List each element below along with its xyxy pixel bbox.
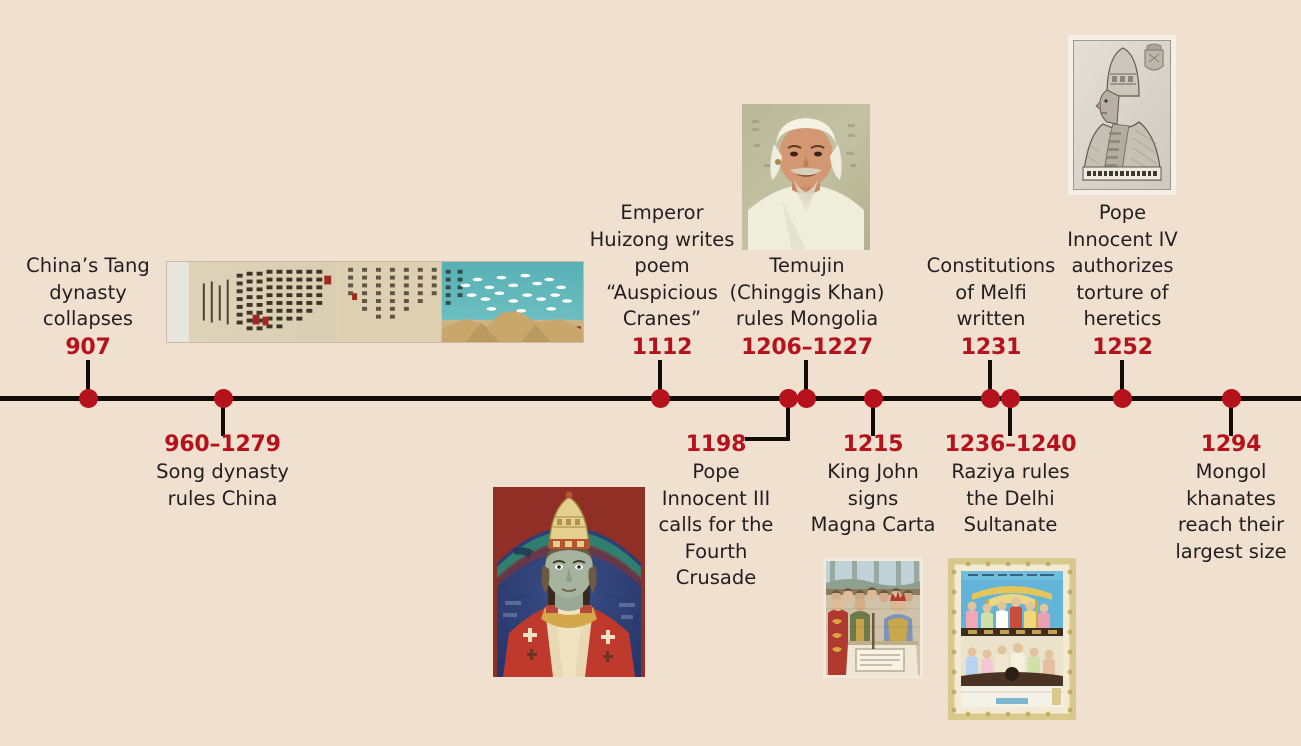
- event-description-1231: Constitutions of Melfi written: [926, 254, 1056, 330]
- event-label-1231: Constitutions of Melfi written 1231: [918, 253, 1064, 361]
- event-description-907: China’s Tang dynasty collapses: [26, 254, 150, 330]
- event-year-1198: 1198: [685, 432, 747, 457]
- event-year-907: 907: [65, 334, 111, 360]
- event-year-1252: 1252: [1092, 334, 1153, 360]
- tick-1112: [658, 360, 662, 400]
- event-description-1206-1227: Temujin (Chinggis Khan) rules Mongolia: [729, 254, 885, 330]
- tick-1252: [1120, 360, 1124, 400]
- marker-960-1279[interactable]: [214, 389, 233, 408]
- image-magna-carta-engraving: [823, 558, 923, 678]
- event-label-1236-1240: 1236–1240 Raziya rules the Delhi Sultana…: [933, 432, 1088, 539]
- image-raziya-miniature: [948, 558, 1076, 720]
- marker-1112[interactable]: [651, 389, 670, 408]
- image-temujin-portrait: [742, 104, 870, 250]
- image-auspicious-cranes-scroll: [166, 261, 584, 343]
- event-label-1252: Pope Innocent IV authorizes torture of h…: [1055, 200, 1190, 361]
- event-description-1198: Pope Innocent III calls for the Fourth C…: [658, 460, 774, 589]
- image-pope-innocent-iv-engraving: [1068, 35, 1176, 195]
- event-year-1236-1240: 1236–1240: [944, 432, 1077, 457]
- connector-1198-horizontal: [745, 437, 790, 441]
- event-label-1215: 1215 King John signs Magna Carta: [806, 432, 940, 539]
- tick-907: [86, 360, 90, 400]
- event-year-1231: 1231: [960, 334, 1022, 360]
- event-description-1236-1240: Raziya rules the Delhi Sultanate: [951, 460, 1070, 536]
- event-description-1294: Mongol khanates reach their largest size: [1175, 460, 1287, 563]
- marker-1231[interactable]: [981, 389, 1000, 408]
- event-year-1215: 1215: [842, 432, 904, 457]
- event-label-1206-1227: Temujin (Chinggis Khan) rules Mongolia 1…: [727, 253, 887, 361]
- marker-1236-1240[interactable]: [1001, 389, 1020, 408]
- marker-1198[interactable]: [779, 389, 798, 408]
- event-year-1294: 1294: [1200, 432, 1262, 457]
- image-pope-innocent-iii-fresco: [493, 487, 645, 677]
- marker-1252[interactable]: [1113, 389, 1132, 408]
- connector-1198-vertical: [786, 398, 790, 440]
- tick-1236-1240: [1008, 398, 1012, 436]
- event-description-1112: Emperor Huizong writes poem “Auspicious …: [589, 201, 735, 330]
- event-year-960-1279: 960–1279: [164, 432, 281, 457]
- event-label-1294: 1294 Mongol khanates reach their largest…: [1158, 432, 1301, 565]
- event-description-1215: King John signs Magna Carta: [810, 460, 936, 536]
- tick-960-1279: [221, 398, 225, 436]
- event-label-960-1279: 960–1279 Song dynasty rules China: [145, 432, 300, 512]
- marker-1294[interactable]: [1222, 389, 1241, 408]
- event-label-1112: Emperor Huizong writes poem “Auspicious …: [588, 200, 736, 361]
- tick-1215: [871, 398, 875, 436]
- event-label-907: China’s Tang dynasty collapses 907: [8, 253, 168, 361]
- marker-1215[interactable]: [864, 389, 883, 408]
- tick-1231: [988, 360, 992, 400]
- marker-907[interactable]: [79, 389, 98, 408]
- event-description-1252: Pope Innocent IV authorizes torture of h…: [1067, 201, 1178, 330]
- event-label-1198: 1198 Pope Innocent III calls for the Fou…: [649, 432, 783, 592]
- event-description-960-1279: Song dynasty rules China: [156, 460, 289, 510]
- tick-1294: [1229, 398, 1233, 436]
- event-year-1206-1227: 1206–1227: [741, 334, 873, 360]
- event-year-1112: 1112: [631, 334, 693, 360]
- marker-1206-1227[interactable]: [797, 389, 816, 408]
- timeline-axis: [0, 396, 1301, 401]
- tick-1206-1227: [804, 360, 808, 400]
